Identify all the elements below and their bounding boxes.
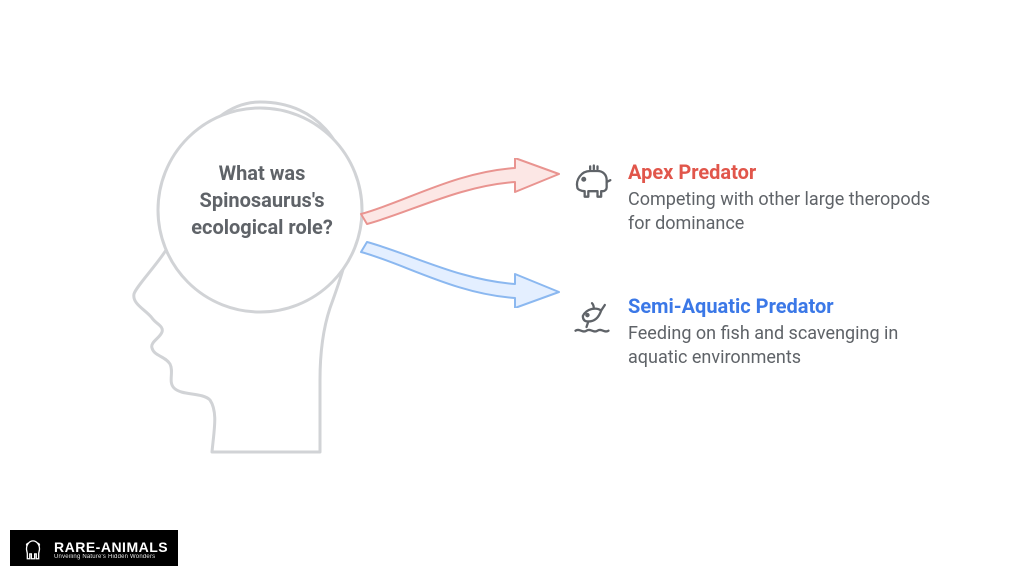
option-aquatic-title: Semi-Aquatic Predator: [628, 294, 950, 318]
option-aquatic: Semi-Aquatic Predator Feeding on fish an…: [570, 294, 950, 371]
brand-logo: RARE-ANIMALS Unveiling Nature's Hidden W…: [10, 530, 178, 566]
brand-name: RARE-ANIMALS: [54, 539, 168, 555]
brand-text-wrap: RARE-ANIMALS Unveiling Nature's Hidden W…: [54, 539, 168, 560]
dinosaur-icon: [570, 160, 614, 204]
arrow-top: [355, 158, 565, 228]
fish-icon: [570, 294, 614, 338]
option-aquatic-text: Semi-Aquatic Predator Feeding on fish an…: [628, 294, 950, 371]
head-outline: [120, 90, 370, 460]
head-container: What was Spinosaurus's ecological role?: [120, 90, 370, 460]
diagram-stage: What was Spinosaurus's ecological role? …: [0, 0, 1024, 576]
option-apex-text: Apex Predator Competing with other large…: [628, 160, 950, 237]
option-apex: Apex Predator Competing with other large…: [570, 160, 950, 237]
option-aquatic-desc: Feeding on fish and scavenging in aquati…: [628, 322, 950, 371]
question-text: What was Spinosaurus's ecological role?: [178, 160, 346, 241]
arrow-bottom: [355, 238, 565, 308]
option-apex-desc: Competing with other large theropods for…: [628, 188, 950, 237]
option-apex-title: Apex Predator: [628, 160, 950, 184]
brand-tagline: Unveiling Nature's Hidden Wonders: [54, 554, 168, 560]
bear-icon: [20, 536, 46, 562]
